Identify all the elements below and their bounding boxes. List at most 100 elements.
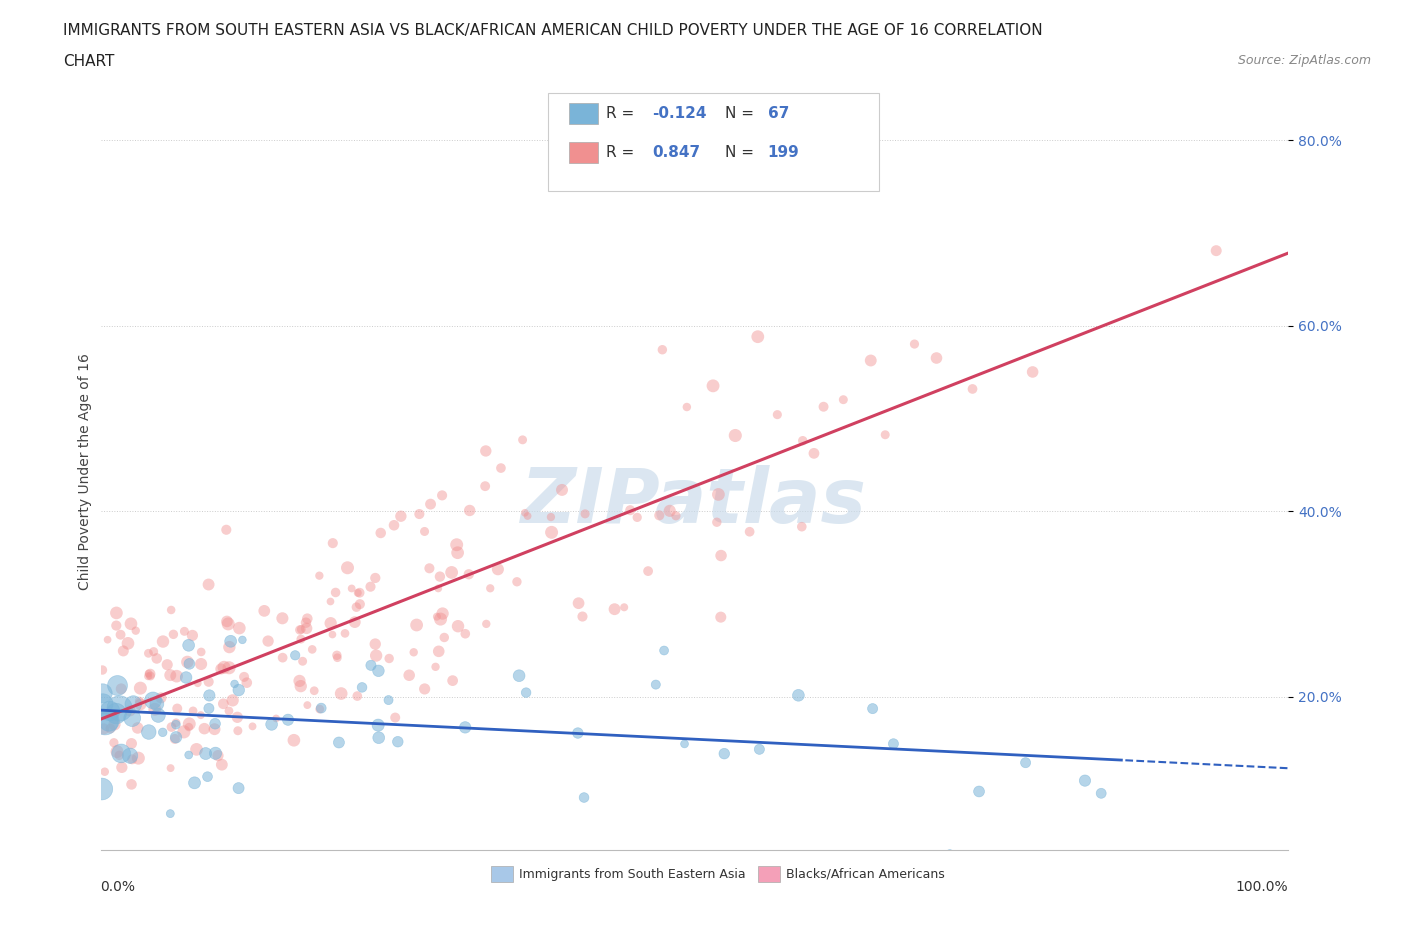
Point [193,721,215,736]
Point [326,648,349,663]
Point [903,337,925,352]
Point [97,632,120,647]
Point [218,660,240,675]
Point [346,688,368,703]
Point [859,353,882,368]
Point [489,460,512,475]
Point [215,614,238,629]
Point [236,675,259,690]
Point [567,596,589,611]
Point [159,806,181,821]
Point [103,717,125,732]
Point [98,713,121,728]
Y-axis label: Child Poverty Under the Age of 16: Child Poverty Under the Age of 16 [79,353,93,591]
Point [190,657,212,671]
Point [121,777,143,791]
Point [94,714,117,729]
Point [271,650,294,665]
Point [129,681,152,696]
Point [159,668,181,683]
Point [458,503,481,518]
Point [209,661,232,676]
Point [651,342,673,357]
Point [398,668,420,683]
Point [301,642,323,657]
Point [103,736,125,751]
Point [165,717,187,732]
Point [567,725,589,740]
Text: IMMIGRANTS FROM SOUTH EASTERN ASIA VS BLACK/AFRICAN AMERICAN CHILD POVERTY UNDER: IMMIGRANTS FROM SOUTH EASTERN ASIA VS BL… [63,23,1043,38]
Point [181,703,204,718]
Point [803,445,825,460]
Point [91,685,114,700]
Text: ZIPatlas: ZIPatlas [522,465,868,539]
Point [212,660,235,675]
Point [165,715,187,730]
Point [160,720,183,735]
Point [540,525,562,539]
Point [198,701,221,716]
Point [207,748,229,763]
Point [257,633,280,648]
Point [508,669,530,684]
Point [226,724,249,738]
Point [747,329,769,344]
Point [179,716,201,731]
Point [413,524,436,538]
Point [264,711,287,726]
Point [91,662,114,677]
Point [128,694,150,709]
Point [224,676,246,691]
Point [352,680,374,695]
Point [366,648,388,663]
Point [637,564,659,578]
Point [328,735,350,750]
Point [271,611,294,626]
Point [367,663,389,678]
Point [447,618,470,633]
Point [190,644,212,659]
Text: -0.124: -0.124 [652,106,707,121]
Point [127,721,149,736]
Point [367,730,389,745]
Point [377,693,399,708]
Point [325,585,347,600]
Point [457,566,479,581]
Point [626,510,648,525]
Point [277,712,299,727]
Point [574,507,596,522]
Point [882,737,904,751]
Point [360,658,382,672]
Point [187,676,209,691]
Point [516,509,538,524]
Point [90,781,112,796]
Point [302,684,325,698]
Point [418,561,440,576]
Point [146,697,169,711]
Point [152,634,174,649]
Point [370,525,392,540]
Point [105,618,128,633]
Point [138,724,160,739]
Point [384,711,406,725]
Point [204,746,226,761]
Point [181,628,204,643]
Point [474,479,496,494]
Point [644,677,666,692]
Point [105,605,128,620]
Point [160,603,183,618]
Point [190,708,212,723]
Point [288,673,311,688]
Point [433,630,456,644]
Point [120,703,142,718]
Point [967,784,990,799]
Point [122,697,145,711]
Point [197,769,219,784]
Point [105,706,128,721]
Point [440,565,463,580]
Point [136,669,159,684]
Point [336,561,359,576]
Point [308,701,330,716]
Point [710,610,733,625]
Point [142,693,165,708]
